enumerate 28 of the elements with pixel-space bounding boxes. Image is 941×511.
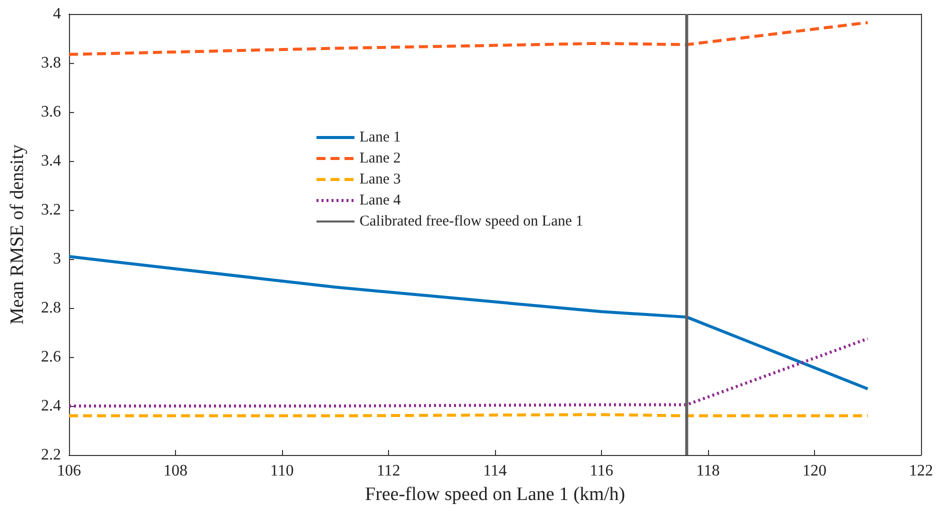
x-tick-label: 118 bbox=[696, 462, 720, 480]
x-tick-label: 120 bbox=[802, 462, 826, 480]
y-tick-label: 2.2 bbox=[41, 446, 61, 464]
y-tick-label: 4 bbox=[53, 6, 61, 22]
legend-label: Lane 2 bbox=[360, 150, 401, 166]
y-tick-label: 3.6 bbox=[41, 104, 61, 120]
legend-label: Lane 3 bbox=[360, 172, 401, 188]
y-tick-label: 2.4 bbox=[41, 398, 61, 414]
legend-label: Lane 1 bbox=[360, 130, 401, 146]
x-tick-label: 116 bbox=[590, 462, 614, 480]
x-tick-label: 106 bbox=[57, 462, 81, 480]
y-tick-label: 2.6 bbox=[41, 348, 61, 366]
legend-label: Lane 4 bbox=[360, 192, 402, 208]
x-tick-label: 112 bbox=[376, 462, 400, 480]
line-series bbox=[68, 255, 870, 390]
y-tick-label: 3.4 bbox=[41, 152, 61, 170]
y-tick-label: 3.8 bbox=[41, 54, 61, 72]
line-series bbox=[68, 21, 870, 56]
x-axis-title: Free-flow speed on Lane 1 (km/h) bbox=[364, 484, 626, 505]
x-tick-label: 122 bbox=[909, 462, 933, 480]
legend-label: Calibrated free-flow speed on Lane 1 bbox=[360, 214, 584, 230]
y-tick-label: 3.2 bbox=[41, 202, 61, 218]
x-tick-label: 110 bbox=[270, 462, 294, 480]
x-tick-label: 114 bbox=[483, 462, 507, 480]
y-tick-label: 3 bbox=[53, 250, 61, 268]
x-tick-label: 108 bbox=[164, 462, 188, 480]
y-axis-title: Mean RMSE of density bbox=[7, 144, 28, 324]
y-tick-label: 2.8 bbox=[41, 300, 61, 316]
